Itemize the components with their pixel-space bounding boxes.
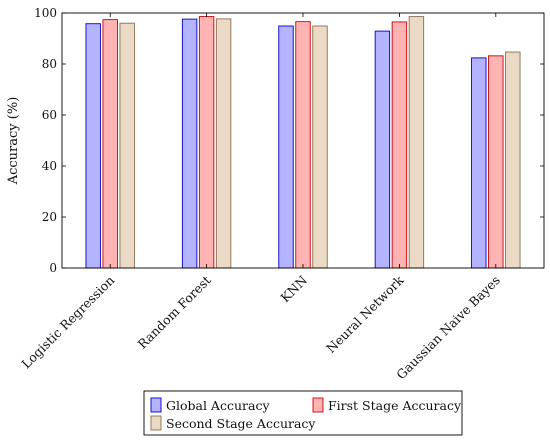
legend-swatch-3: [150, 415, 162, 431]
x-category-label: KNN: [277, 272, 310, 305]
bar-3-3: [312, 25, 328, 269]
legend-box: [143, 390, 463, 436]
bars-layer: [85, 16, 521, 269]
bar-2-5: [488, 55, 504, 269]
legend-label-1: Global Accuracy: [166, 398, 270, 413]
x-category-label: Neural Network: [323, 272, 407, 356]
legend-swatch-1: [150, 397, 162, 413]
bar-2-4: [391, 21, 408, 269]
bar-2-2: [198, 16, 215, 269]
legend-swatch-2: [312, 397, 324, 413]
bar-1-1: [85, 23, 101, 269]
bar-1-2: [181, 18, 198, 269]
x-category-label: Random Forest: [135, 273, 214, 352]
bar-1-3: [278, 25, 294, 269]
x-category-label: Logistic Regression: [18, 273, 117, 372]
bar-1-5: [471, 57, 487, 269]
y-tick-label: 0: [49, 261, 57, 275]
y-tick-label: 40: [42, 159, 57, 173]
plot-frame: [61, 12, 545, 269]
y-tick-label: 100: [34, 6, 57, 20]
bar-1-4: [374, 30, 391, 269]
axes-layer: [61, 12, 545, 269]
bar-3-5: [505, 51, 521, 269]
legend-label-3: Second Stage Accuracy: [166, 416, 316, 431]
bar-3-1: [119, 22, 135, 269]
bar-3-4: [408, 16, 425, 269]
labels-layer: Logistic Regression Random Forest KNN Neura…: [6, 6, 503, 382]
bar-2-1: [102, 19, 118, 269]
y-tick-label: 60: [42, 108, 57, 122]
legend-label-2: First Stage Accuracy: [328, 398, 462, 413]
y-tick-label: 20: [42, 210, 57, 224]
bar-2-3: [295, 21, 311, 269]
x-category-label: Gaussian Naive Bayes: [393, 273, 503, 383]
y-tick-label: 80: [42, 57, 57, 71]
legend: Global Accuracy First Stage Accuracy Secon…: [143, 390, 463, 436]
y-axis-label: Accuracy (%): [6, 97, 21, 186]
bar-3-2: [215, 18, 232, 269]
